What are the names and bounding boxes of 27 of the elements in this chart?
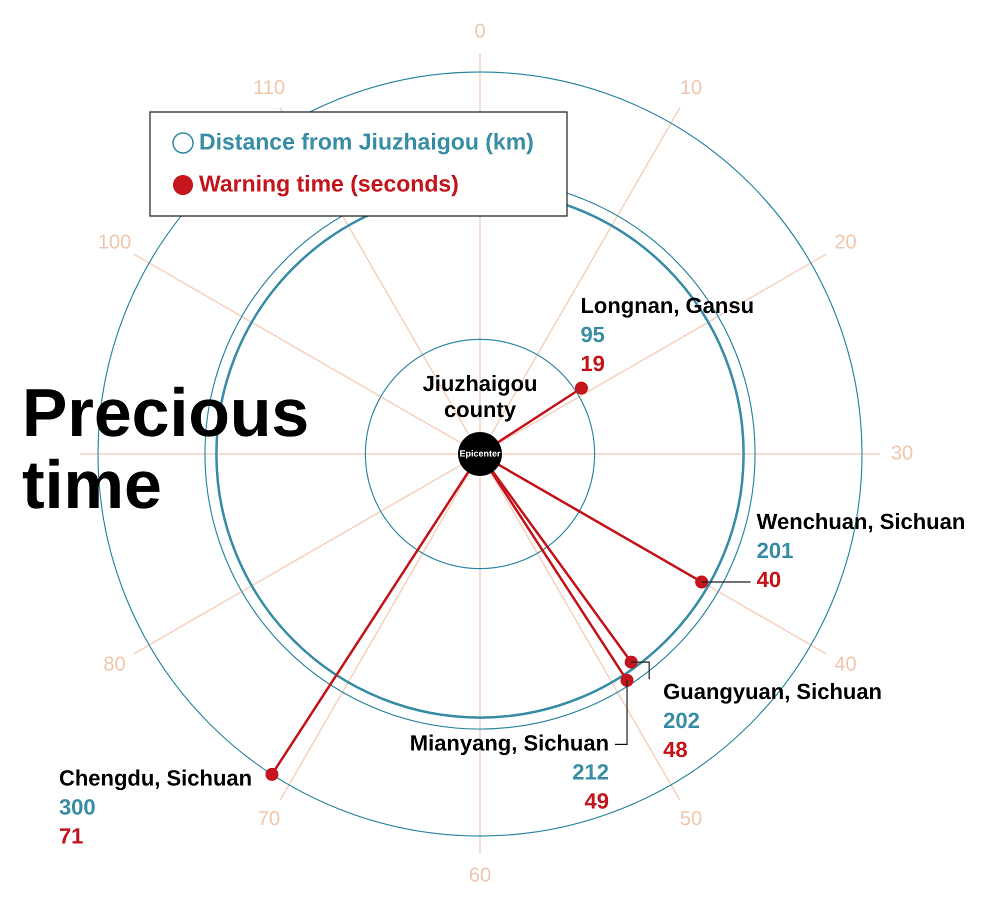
data-label: 19	[580, 351, 605, 376]
text: 0	[474, 20, 486, 43]
category-label: Chengdu, Sichuan	[58, 765, 252, 790]
text: 80	[103, 654, 126, 676]
data-label: 48	[663, 737, 688, 762]
text: 10	[680, 77, 702, 100]
text: Jiuzhaigou county	[422, 371, 538, 422]
text: 70	[258, 808, 280, 830]
text: 40	[834, 654, 857, 676]
legend-label: Distance from Jiuzhaigou (km)	[199, 128, 534, 154]
data-label: 201	[756, 538, 794, 564]
data-label: 40	[756, 567, 782, 592]
text: Epicenter	[459, 448, 502, 458]
text: 60	[468, 864, 492, 887]
category-label: Mianyang, Sichuan	[410, 730, 610, 756]
data-label: 212	[572, 759, 610, 784]
text: 30	[890, 442, 914, 465]
data-label: 95	[580, 322, 605, 348]
legend-label: Warning time (seconds)	[199, 170, 459, 196]
data-label: 49	[584, 788, 610, 814]
text: 20	[834, 232, 857, 254]
text: 100	[98, 232, 132, 254]
text: 110	[253, 77, 285, 100]
data-label: 202	[663, 708, 700, 734]
data-label: 71	[58, 823, 84, 848]
text: 50	[680, 808, 702, 830]
data-label: 300	[58, 794, 96, 820]
